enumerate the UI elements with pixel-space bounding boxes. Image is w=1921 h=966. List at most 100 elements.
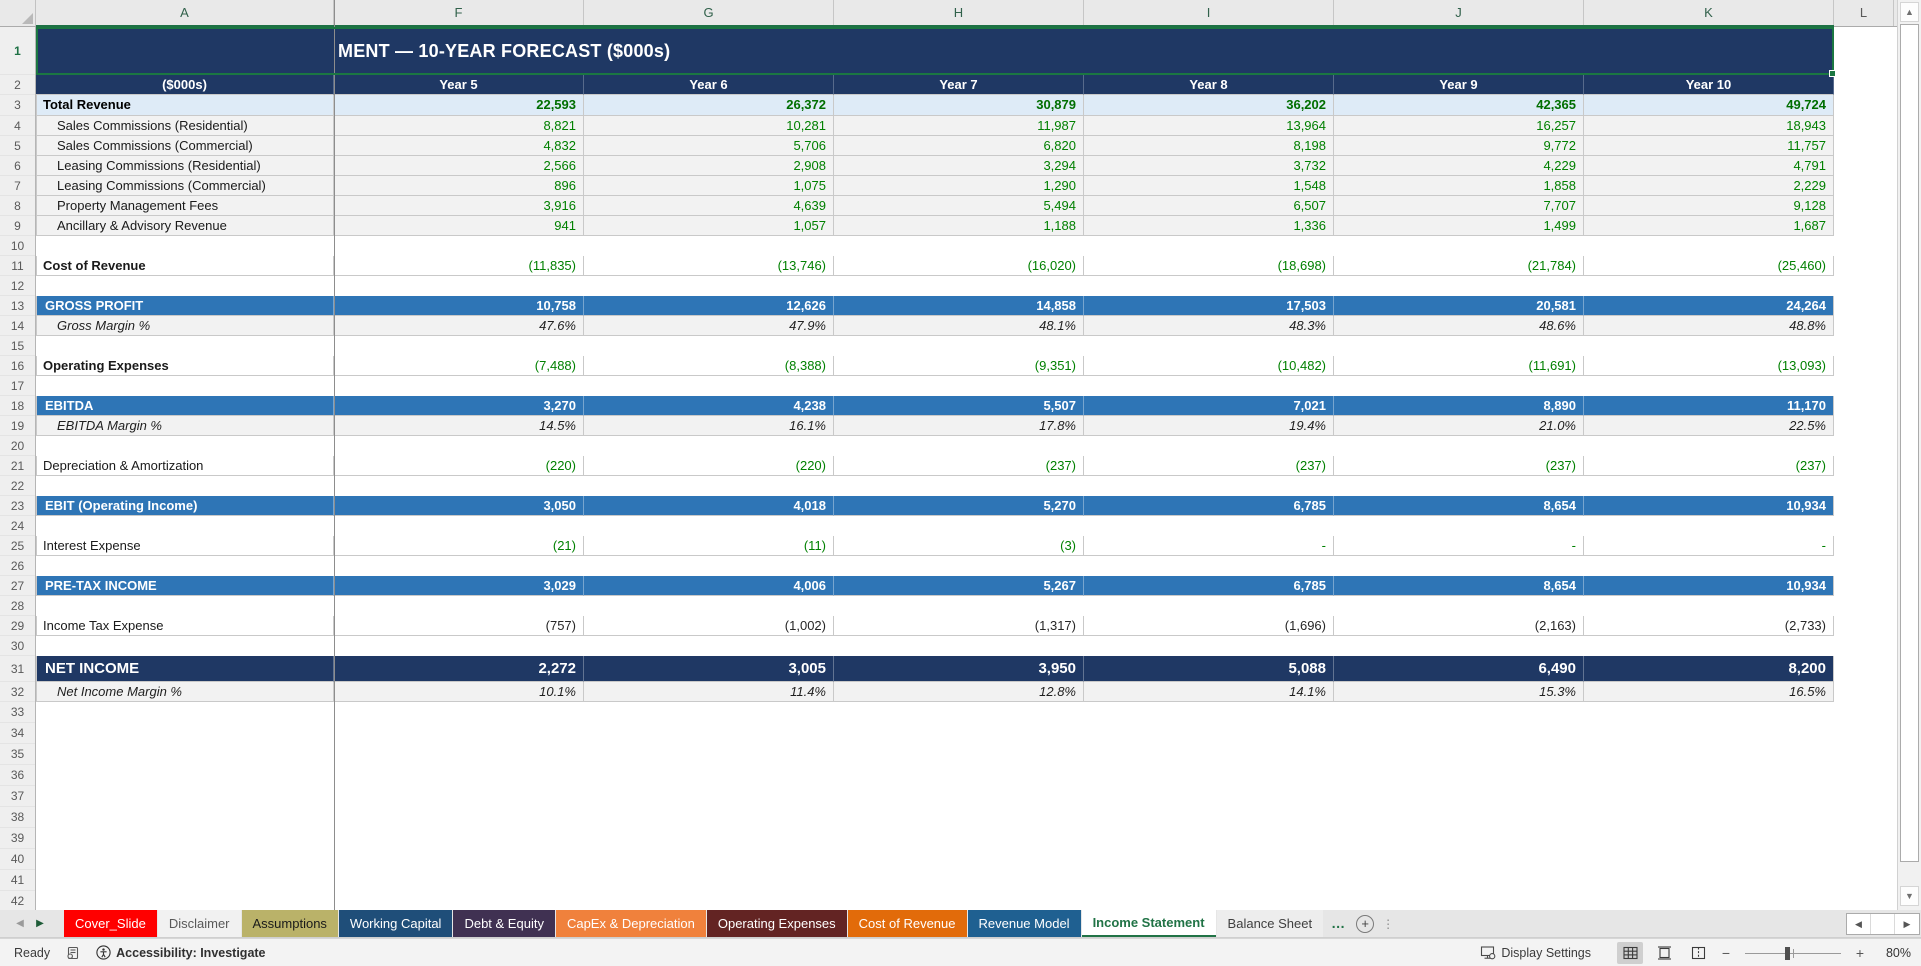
year-header-cell[interactable]: Year 8 — [1084, 75, 1334, 95]
cell-empty[interactable] — [1834, 316, 1894, 336]
cell-label[interactable]: Depreciation & Amortization — [36, 456, 334, 476]
row-header-27[interactable]: 27 — [0, 576, 35, 596]
cell-value[interactable]: 8,821 — [334, 116, 584, 136]
cell-value[interactable]: 3,294 — [834, 156, 1084, 176]
cell-value[interactable]: 12,626 — [584, 296, 834, 316]
cell-value[interactable]: 6,490 — [1334, 656, 1584, 682]
cell-value[interactable]: (25,460) — [1584, 256, 1834, 276]
cell-label[interactable]: Ancillary & Advisory Revenue — [36, 216, 334, 236]
vertical-scrollbar-thumb[interactable] — [1900, 24, 1919, 862]
cell-label[interactable]: Income Tax Expense — [36, 616, 334, 636]
row-header-30[interactable]: 30 — [0, 636, 35, 656]
row-header-20[interactable]: 20 — [0, 436, 35, 456]
cell-label[interactable]: PRE-TAX INCOME — [36, 576, 334, 596]
cell-value[interactable]: 30,879 — [834, 95, 1084, 116]
cell-value[interactable]: (3) — [834, 536, 1084, 556]
cell-empty[interactable] — [1834, 656, 1894, 682]
title-cell[interactable]: MENT — 10-YEAR FORECAST ($000s) — [36, 27, 1834, 75]
cell-value[interactable]: 8,890 — [1334, 396, 1584, 416]
cell-empty[interactable] — [1834, 456, 1894, 476]
cell-value[interactable]: 5,494 — [834, 196, 1084, 216]
cell-value[interactable]: 1,075 — [584, 176, 834, 196]
cell-label[interactable]: Cost of Revenue — [36, 256, 334, 276]
cell-label[interactable]: Total Revenue — [36, 95, 334, 116]
cell-value[interactable]: (10,482) — [1084, 356, 1334, 376]
cell-value[interactable]: 13,964 — [1084, 116, 1334, 136]
row-header-17[interactable]: 17 — [0, 376, 35, 396]
cell-value[interactable]: 9,772 — [1334, 136, 1584, 156]
cell-value[interactable]: (237) — [1584, 456, 1834, 476]
cell-value[interactable]: 941 — [334, 216, 584, 236]
row-header-3[interactable]: 3 — [0, 95, 35, 116]
cell-label[interactable]: Leasing Commissions (Residential) — [36, 156, 334, 176]
cell-value[interactable]: 1,858 — [1334, 176, 1584, 196]
cell-value[interactable]: 42,365 — [1334, 95, 1584, 116]
row-header-12[interactable]: 12 — [0, 276, 35, 296]
cell-value[interactable]: 20,581 — [1334, 296, 1584, 316]
cell-value[interactable]: 15.3% — [1334, 682, 1584, 702]
cell-value[interactable]: 3,732 — [1084, 156, 1334, 176]
cell-value[interactable]: 3,005 — [584, 656, 834, 682]
row-header-41[interactable]: 41 — [0, 870, 35, 891]
cell-value[interactable]: (1,317) — [834, 616, 1084, 636]
cell-empty[interactable] — [1834, 536, 1894, 556]
page-break-preview-button[interactable] — [1685, 942, 1711, 964]
cell-value[interactable]: 4,639 — [584, 196, 834, 216]
cell-value[interactable]: (9,351) — [834, 356, 1084, 376]
row-header-40[interactable]: 40 — [0, 849, 35, 870]
cell-value[interactable]: (1,002) — [584, 616, 834, 636]
row-header-29[interactable]: 29 — [0, 616, 35, 636]
next-sheet-icon[interactable]: ▶ — [36, 918, 44, 929]
cell-value[interactable]: (21,784) — [1334, 256, 1584, 276]
cell-empty[interactable] — [1834, 116, 1894, 136]
cell-value[interactable]: 21.0% — [1334, 416, 1584, 436]
cell-value[interactable]: - — [1084, 536, 1334, 556]
cell-value[interactable]: 3,270 — [334, 396, 584, 416]
cell-value[interactable]: 19.4% — [1084, 416, 1334, 436]
accessibility-status[interactable]: Accessibility: Investigate — [96, 945, 266, 960]
year-header-cell[interactable]: Year 9 — [1334, 75, 1584, 95]
cell-value[interactable]: 5,507 — [834, 396, 1084, 416]
scroll-up-icon[interactable]: ▲ — [1900, 2, 1919, 22]
cell-value[interactable]: 1,188 — [834, 216, 1084, 236]
sheet-tab-cost-of-revenue[interactable]: Cost of Revenue — [847, 910, 967, 937]
sheet-tab-income-statement[interactable]: Income Statement — [1081, 910, 1216, 937]
cell-label[interactable]: Sales Commissions (Commercial) — [36, 136, 334, 156]
cell-value[interactable]: 2,229 — [1584, 176, 1834, 196]
cell-value[interactable]: (11,835) — [334, 256, 584, 276]
cell-value[interactable]: 17,503 — [1084, 296, 1334, 316]
select-all-corner[interactable] — [0, 0, 36, 26]
cell-value[interactable]: - — [1584, 536, 1834, 556]
cell-value[interactable]: 5,270 — [834, 496, 1084, 516]
cell-value[interactable]: 5,706 — [584, 136, 834, 156]
cell-value[interactable]: 11,757 — [1584, 136, 1834, 156]
cell-value[interactable]: 7,021 — [1084, 396, 1334, 416]
cell-value[interactable]: 896 — [334, 176, 584, 196]
cell-value[interactable]: (8,388) — [584, 356, 834, 376]
cell-empty[interactable] — [1834, 616, 1894, 636]
cell-value[interactable]: (16,020) — [834, 256, 1084, 276]
column-header-A[interactable]: A — [36, 0, 334, 26]
cell-value[interactable]: 47.6% — [334, 316, 584, 336]
row-header-42[interactable]: 42 — [0, 891, 35, 910]
cell-value[interactable]: 10.1% — [334, 682, 584, 702]
horizontal-scrollbar-thumb[interactable] — [1871, 914, 1895, 934]
cell-empty[interactable] — [1834, 95, 1894, 116]
cell-label[interactable]: Sales Commissions (Residential) — [36, 116, 334, 136]
cell-empty[interactable] — [1834, 576, 1894, 596]
cell-value[interactable]: 3,050 — [334, 496, 584, 516]
zoom-in-button[interactable]: + — [1855, 944, 1865, 961]
year-header-cell[interactable]: Year 7 — [834, 75, 1084, 95]
zoom-slider-thumb[interactable] — [1785, 946, 1791, 960]
cell-value[interactable]: (237) — [1084, 456, 1334, 476]
cell-value[interactable]: 49,724 — [1584, 95, 1834, 116]
cell-empty[interactable] — [1834, 196, 1894, 216]
horizontal-scrollbar[interactable]: ◀ ▶ — [1846, 913, 1920, 935]
column-header-I[interactable]: I — [1084, 0, 1334, 26]
row-header-21[interactable]: 21 — [0, 456, 35, 476]
cell-value[interactable]: (21) — [334, 536, 584, 556]
cell-value[interactable]: 48.8% — [1584, 316, 1834, 336]
row-header-1[interactable]: 1 — [0, 27, 35, 75]
cell-value[interactable]: 1,499 — [1334, 216, 1584, 236]
row-header-2[interactable]: 2 — [0, 75, 35, 95]
